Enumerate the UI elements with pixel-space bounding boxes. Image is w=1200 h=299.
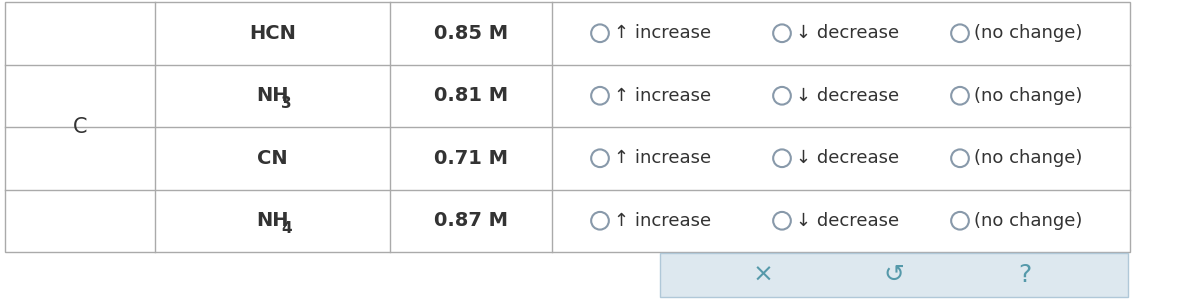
Point xyxy=(590,156,610,161)
Text: ↺: ↺ xyxy=(883,263,905,287)
Text: (no change): (no change) xyxy=(974,24,1082,42)
Bar xyxy=(5,2,1130,252)
Text: ↑ increase: ↑ increase xyxy=(614,149,712,167)
Text: ↓ decrease: ↓ decrease xyxy=(796,87,899,105)
Text: 0.85 M: 0.85 M xyxy=(434,24,508,43)
Text: HCN: HCN xyxy=(250,24,296,43)
Text: ↓ decrease: ↓ decrease xyxy=(796,212,899,230)
Point xyxy=(950,93,970,98)
Text: NH: NH xyxy=(257,86,289,105)
Point xyxy=(590,218,610,223)
Point xyxy=(773,218,792,223)
Text: ×: × xyxy=(752,263,774,287)
Text: ↑ increase: ↑ increase xyxy=(614,212,712,230)
Text: (no change): (no change) xyxy=(974,149,1082,167)
Text: (no change): (no change) xyxy=(974,87,1082,105)
Text: 3: 3 xyxy=(281,96,292,111)
Text: 0.87 M: 0.87 M xyxy=(434,211,508,230)
Text: 0.81 M: 0.81 M xyxy=(434,86,508,105)
Point xyxy=(950,156,970,161)
Point xyxy=(773,31,792,36)
Text: CN: CN xyxy=(257,149,288,168)
Bar xyxy=(660,253,1128,297)
Text: ?: ? xyxy=(1019,263,1032,287)
Text: ↑ increase: ↑ increase xyxy=(614,24,712,42)
Point xyxy=(590,93,610,98)
Text: 0.71 M: 0.71 M xyxy=(434,149,508,168)
Point xyxy=(773,93,792,98)
Text: NH: NH xyxy=(257,211,289,230)
Text: ↓ decrease: ↓ decrease xyxy=(796,24,899,42)
Text: 4: 4 xyxy=(281,221,292,236)
Text: ↑ increase: ↑ increase xyxy=(614,87,712,105)
Point xyxy=(950,31,970,36)
Point xyxy=(773,156,792,161)
Point xyxy=(950,218,970,223)
Text: (no change): (no change) xyxy=(974,212,1082,230)
Text: ↓ decrease: ↓ decrease xyxy=(796,149,899,167)
Text: C: C xyxy=(73,117,88,137)
Point xyxy=(590,31,610,36)
